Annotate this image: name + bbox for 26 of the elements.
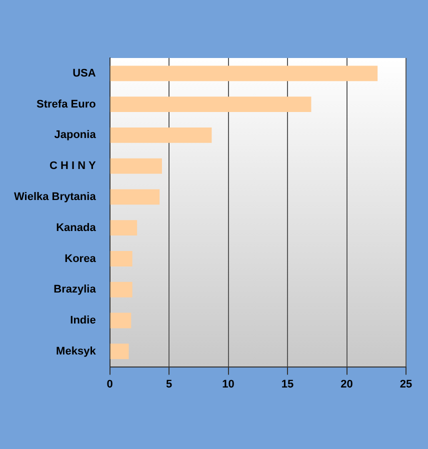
y-tick-label: Japonia [54,129,97,142]
y-tick-label: Kanada [56,222,97,234]
y-tick-label: C H I N Y [50,160,96,172]
x-tick-label: 0 [106,378,113,390]
x-tick-label: 25 [400,378,412,390]
bar [110,220,138,236]
bar [110,66,378,82]
y-tick-label: Korea [64,252,97,265]
y-tick-label: Indie [70,314,96,327]
bar [110,282,132,298]
y-tick-label: Strefa Euro [36,98,96,110]
bar [110,158,162,174]
x-tick-label: 15 [281,378,294,390]
y-tick-label: USA [72,67,96,80]
bar [110,189,160,205]
bar [110,127,212,143]
bar [110,96,312,112]
x-tick-label: 10 [222,378,234,390]
x-tick-label: 5 [166,378,172,390]
y-tick-label: Wielka Brytania [14,190,97,203]
x-tick-label: 20 [340,378,353,390]
y-tick-label: Brazylia [54,284,97,296]
bar [110,344,129,360]
y-tick-label: Meksyk [56,345,97,358]
bar [110,251,132,266]
bar [110,312,132,328]
